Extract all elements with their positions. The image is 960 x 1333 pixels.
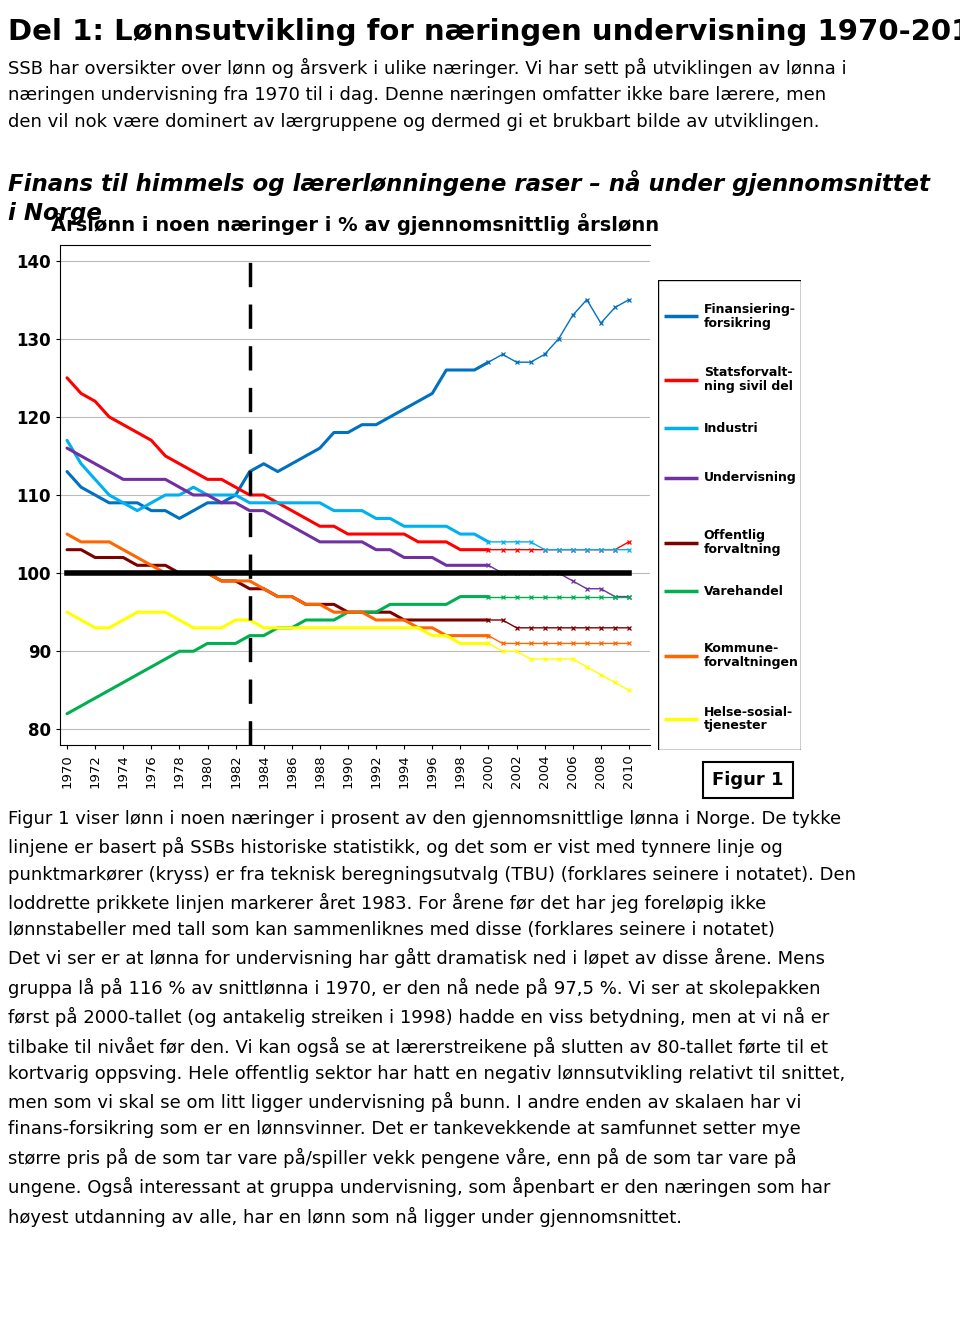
Text: Varehandel: Varehandel (704, 585, 783, 597)
Text: Samlet: Samlet (704, 761, 753, 774)
Text: Figur 1: Figur 1 (712, 770, 783, 789)
Text: SSB har oversikter over lønn og årsverk i ulike næringer. Vi har sett på utvikli: SSB har oversikter over lønn og årsverk … (8, 59, 847, 131)
Text: Offentlig
forvaltning: Offentlig forvaltning (704, 529, 781, 556)
Text: Helse-sosial-
tjenester: Helse-sosial- tjenester (704, 705, 793, 732)
Text: Figur 1 viser lønn i noen næringer i prosent av den gjennomsnittlige lønna i Nor: Figur 1 viser lønn i noen næringer i pro… (8, 810, 856, 1226)
Text: Undervisning: Undervisning (704, 472, 797, 484)
Text: Industri: Industri (704, 421, 758, 435)
Title: Årslønn i noen næringer i % av gjennomsnittlig årslønn: Årslønn i noen næringer i % av gjennomsn… (51, 213, 660, 235)
Text: Finansiering-
forsikring: Finansiering- forsikring (704, 303, 796, 329)
Text: Finans til himmels og lærerlønningene raser – nå under gjennomsnittet
i Norge: Finans til himmels og lærerlønningene ra… (8, 171, 930, 225)
Text: Del 1: Lønnsutvikling for næringen undervisning 1970-2010:: Del 1: Lønnsutvikling for næringen under… (8, 19, 960, 47)
Text: Kommune-
forvaltningen: Kommune- forvaltningen (704, 643, 799, 669)
Text: Statsforvalt-
ning sivil del: Statsforvalt- ning sivil del (704, 367, 793, 393)
